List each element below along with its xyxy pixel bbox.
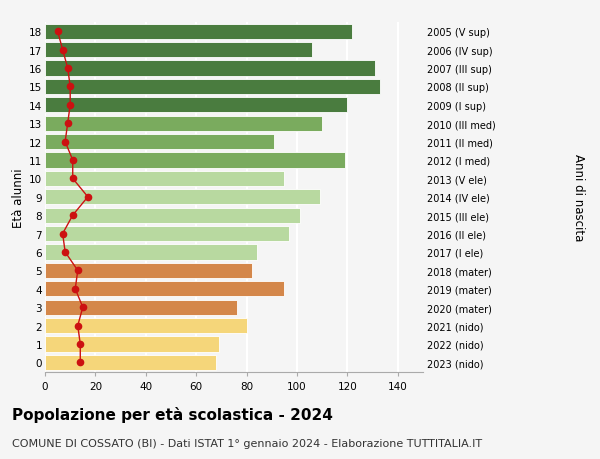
Text: COMUNE DI COSSATO (BI) - Dati ISTAT 1° gennaio 2024 - Elaborazione TUTTITALIA.IT: COMUNE DI COSSATO (BI) - Dati ISTAT 1° g… [12, 438, 482, 448]
Bar [45, 153, 345, 168]
Text: Popolazione per età scolastica - 2024: Popolazione per età scolastica - 2024 [12, 406, 333, 422]
Bar [45, 319, 247, 333]
Bar [45, 80, 380, 95]
Y-axis label: Età alunni: Età alunni [12, 168, 25, 227]
Bar [45, 263, 251, 278]
Bar [45, 135, 274, 150]
Bar [45, 227, 289, 241]
Bar [45, 300, 236, 315]
Bar [45, 190, 320, 205]
Bar [45, 172, 284, 186]
Y-axis label: Anni di nascita: Anni di nascita [572, 154, 586, 241]
Bar [45, 208, 299, 223]
Bar [45, 98, 347, 113]
Bar [45, 245, 257, 260]
Bar [45, 25, 352, 39]
Bar [45, 62, 375, 76]
Bar [45, 117, 322, 131]
Bar [45, 282, 284, 297]
Bar [45, 355, 217, 370]
Bar [45, 337, 219, 352]
Bar [45, 43, 312, 58]
